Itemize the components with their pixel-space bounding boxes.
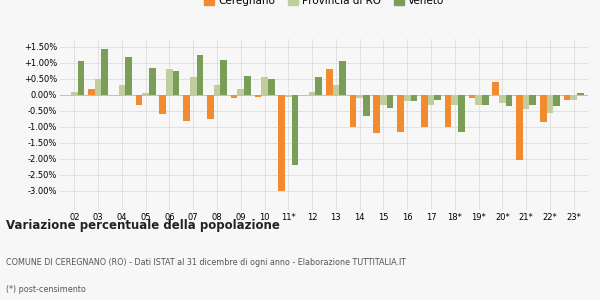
Bar — [166, 69, 173, 95]
Bar — [540, 95, 547, 122]
Bar — [88, 88, 95, 95]
Bar — [332, 85, 339, 95]
Bar — [404, 95, 410, 101]
Bar — [278, 95, 285, 191]
Bar — [142, 93, 149, 95]
Bar — [428, 95, 434, 104]
Bar — [309, 92, 316, 95]
Bar — [136, 95, 142, 104]
Bar — [160, 95, 166, 114]
Bar — [316, 77, 322, 95]
Bar — [564, 95, 571, 100]
Bar — [119, 85, 125, 95]
Bar — [183, 95, 190, 121]
Bar — [285, 95, 292, 97]
Bar — [101, 49, 108, 95]
Bar — [95, 79, 101, 95]
Bar — [577, 93, 584, 95]
Bar — [553, 95, 560, 106]
Bar — [339, 61, 346, 95]
Bar — [254, 95, 261, 97]
Bar — [292, 95, 298, 165]
Bar — [149, 68, 155, 95]
Bar — [529, 95, 536, 104]
Bar — [523, 95, 529, 109]
Bar — [244, 76, 251, 95]
Bar — [356, 95, 363, 98]
Bar — [268, 79, 275, 95]
Bar — [326, 69, 332, 95]
Bar — [493, 82, 499, 95]
Bar — [125, 57, 132, 95]
Text: Variazione percentuale della popolazione: Variazione percentuale della popolazione — [6, 219, 280, 232]
Bar — [469, 95, 475, 98]
Bar — [363, 95, 370, 116]
Bar — [220, 60, 227, 95]
Bar — [231, 95, 238, 98]
Bar — [516, 95, 523, 160]
Bar — [397, 95, 404, 132]
Bar — [71, 92, 77, 95]
Bar — [380, 95, 387, 104]
Bar — [410, 95, 417, 101]
Bar — [207, 95, 214, 119]
Bar — [77, 61, 84, 95]
Bar — [373, 95, 380, 133]
Bar — [482, 95, 488, 104]
Bar — [190, 77, 197, 95]
Bar — [458, 95, 465, 132]
Bar — [571, 95, 577, 100]
Legend: Ceregnano, Provincia di RO, Veneto: Ceregnano, Provincia di RO, Veneto — [200, 0, 448, 9]
Bar — [387, 95, 394, 108]
Bar — [197, 55, 203, 95]
Bar — [173, 71, 179, 95]
Bar — [445, 95, 451, 127]
Text: (*) post-censimento: (*) post-censimento — [6, 285, 86, 294]
Text: COMUNE DI CEREGNANO (RO) - Dati ISTAT al 31 dicembre di ogni anno - Elaborazione: COMUNE DI CEREGNANO (RO) - Dati ISTAT al… — [6, 258, 406, 267]
Bar — [499, 95, 506, 103]
Bar — [506, 95, 512, 106]
Bar — [261, 77, 268, 95]
Bar — [434, 95, 441, 100]
Bar — [238, 88, 244, 95]
Bar — [451, 95, 458, 104]
Bar — [214, 85, 220, 95]
Bar — [547, 95, 553, 112]
Bar — [421, 95, 428, 127]
Bar — [350, 95, 356, 127]
Bar — [475, 95, 482, 104]
